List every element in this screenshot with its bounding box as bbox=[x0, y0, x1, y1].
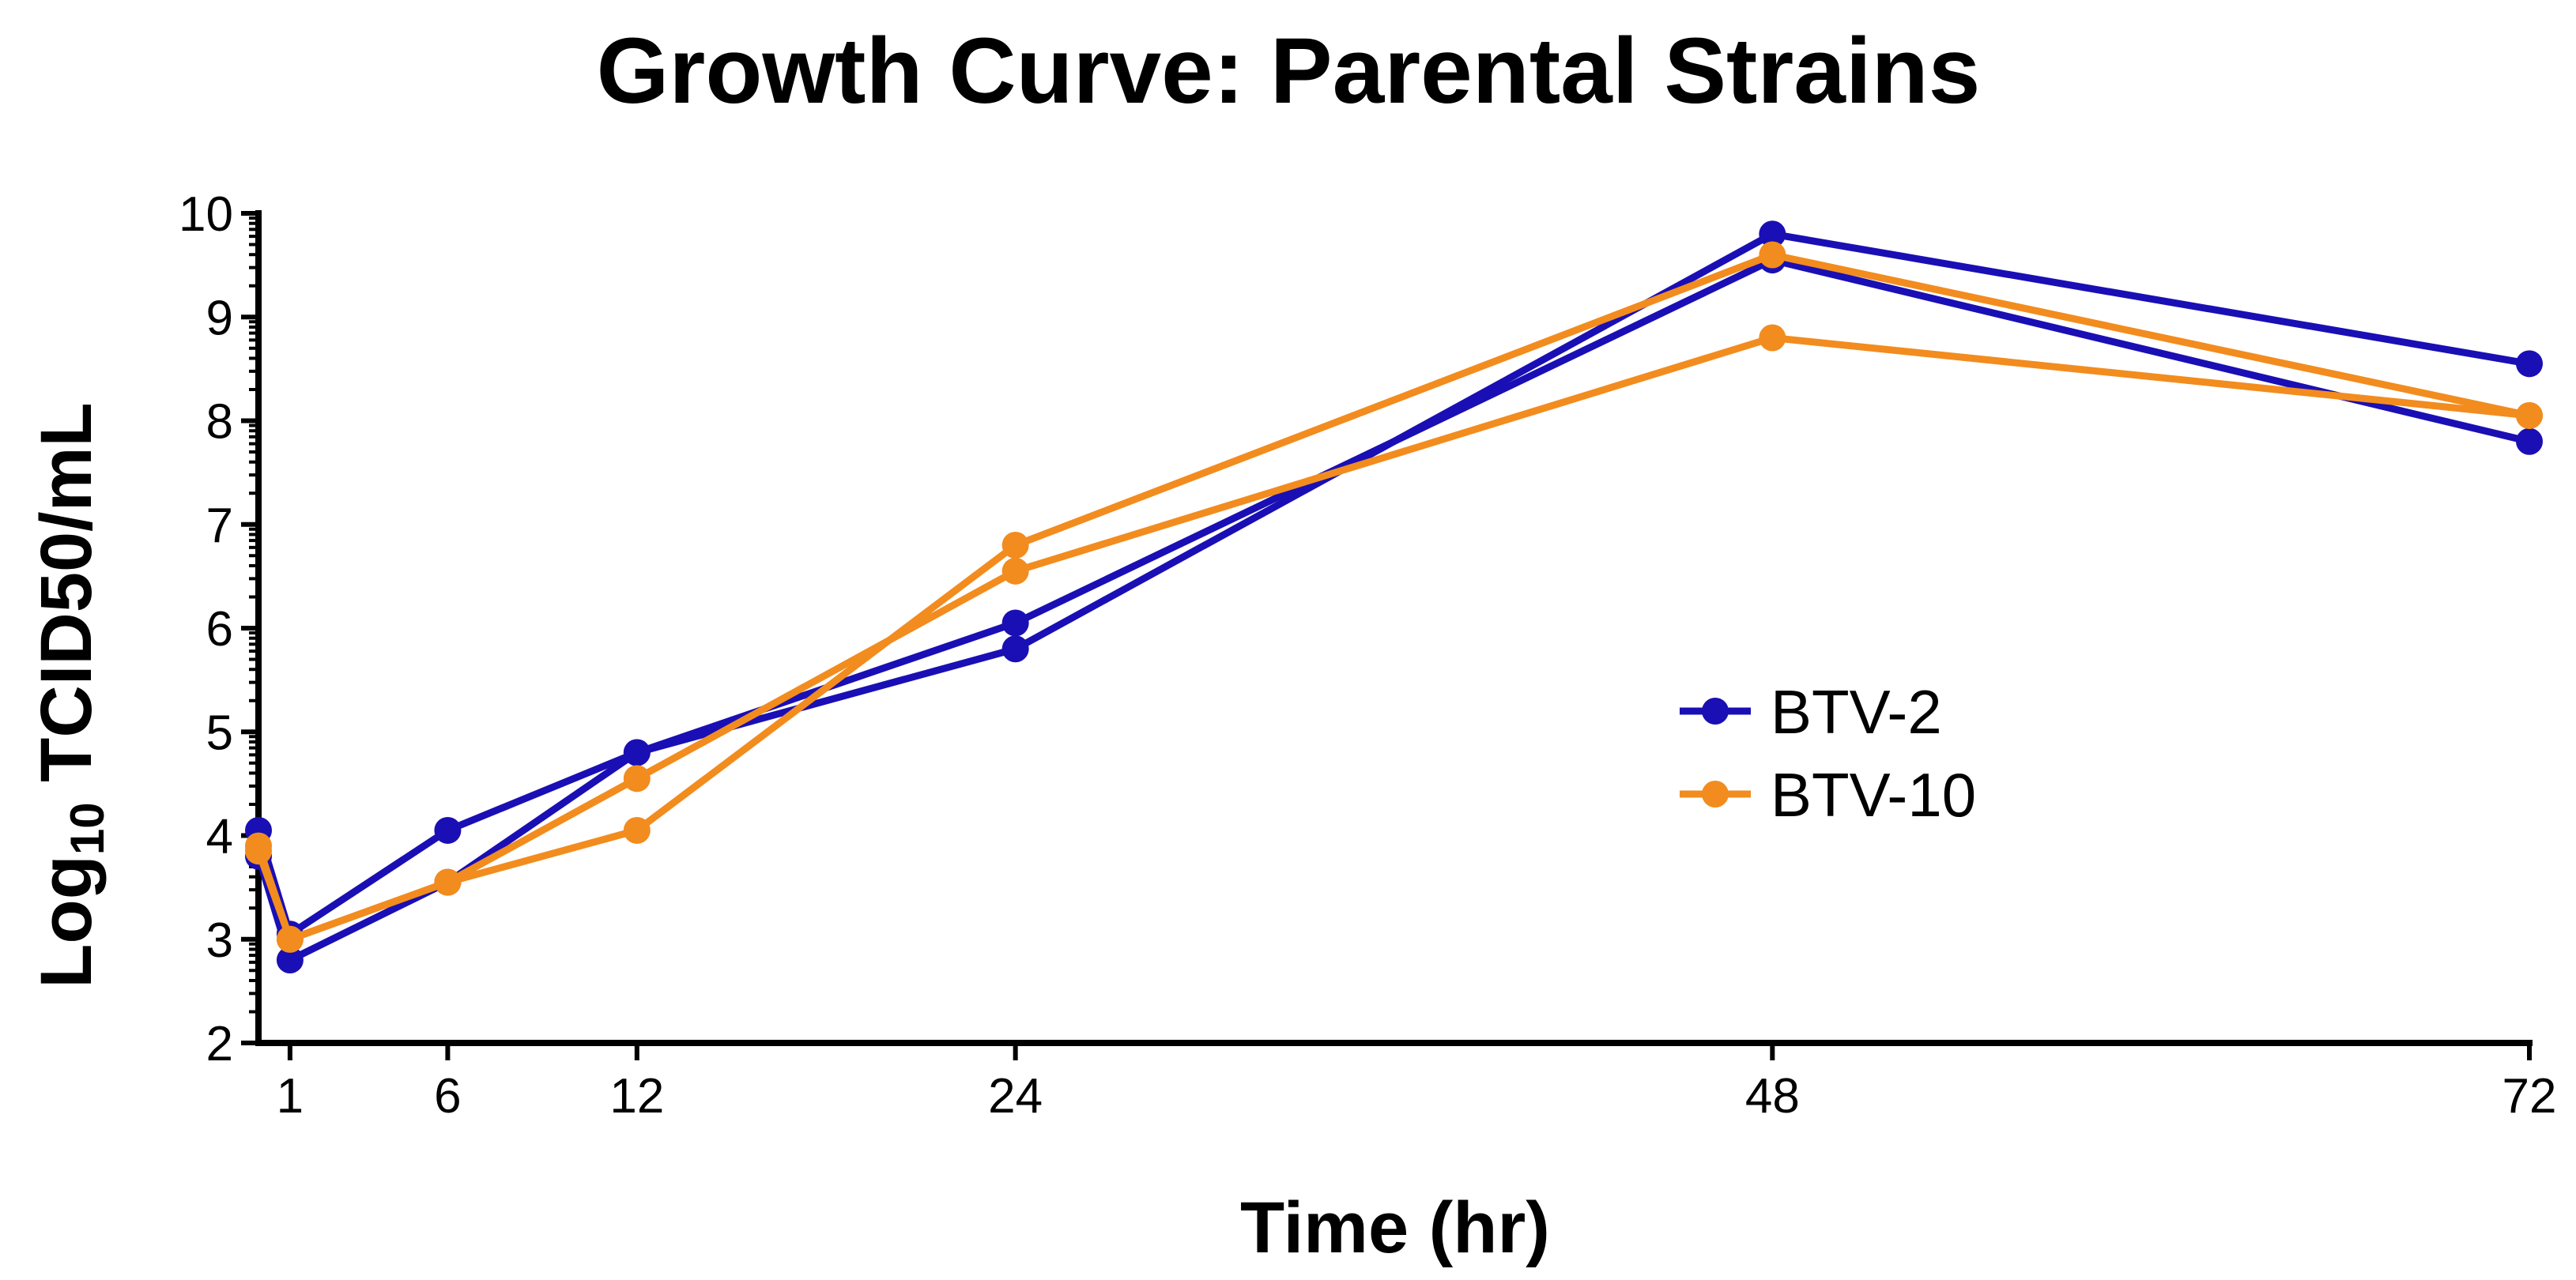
y-tick-label: 4 bbox=[206, 810, 233, 864]
y-tick-label: 10 bbox=[179, 187, 233, 242]
x-axis-label: Time (hr) bbox=[1240, 1188, 1550, 1268]
y-axis-label-rest: TCID50/mL bbox=[26, 402, 107, 802]
x-tick-label: 48 bbox=[1745, 1069, 1800, 1124]
data-point bbox=[2516, 350, 2543, 378]
data-point bbox=[276, 947, 304, 973]
data-point bbox=[1759, 220, 1786, 248]
data-point bbox=[276, 925, 304, 953]
x-tick-label: 1 bbox=[277, 1069, 304, 1124]
data-point bbox=[1759, 241, 1786, 269]
data-point bbox=[2516, 427, 2543, 455]
x-tick-label: 72 bbox=[2502, 1069, 2557, 1124]
data-point bbox=[1759, 324, 1786, 352]
legend: BTV-2 BTV-10 bbox=[1680, 677, 1976, 830]
y-tick-label: 5 bbox=[206, 706, 233, 760]
legend-swatch-marker bbox=[1702, 698, 1729, 725]
y-tick-label: 6 bbox=[206, 602, 233, 657]
y-tick-label: 3 bbox=[206, 913, 233, 968]
x-tick-label: 24 bbox=[988, 1069, 1043, 1124]
data-point bbox=[623, 765, 651, 792]
y-axis-label-subscript: 10 bbox=[61, 802, 114, 855]
data-point bbox=[1001, 557, 1029, 585]
y-tick-label: 9 bbox=[206, 291, 233, 345]
data-point bbox=[2516, 401, 2543, 429]
axes: 2 3 4 5 6 7 8 9 10 1 6 12 24 48 72 bbox=[179, 187, 2556, 1124]
x-tick-label: 12 bbox=[609, 1069, 664, 1124]
series-layer bbox=[245, 220, 2543, 973]
data-point bbox=[623, 816, 651, 844]
series-line-3 bbox=[255, 334, 2533, 943]
data-point bbox=[1001, 609, 1029, 637]
chart-title: Growth Curve: Parental Strains bbox=[597, 19, 1981, 123]
y-tick-label: 2 bbox=[206, 1017, 233, 1071]
data-point bbox=[245, 838, 272, 865]
series-line-0 bbox=[255, 230, 2533, 938]
data-point bbox=[434, 868, 462, 896]
y-tick-label: 7 bbox=[206, 499, 233, 553]
y-axis-label-main: Log bbox=[26, 855, 107, 988]
data-point bbox=[434, 816, 462, 844]
data-point bbox=[623, 739, 651, 766]
y-axis-label-group: Log10 TCID50/mL bbox=[26, 402, 114, 988]
series-line-1 bbox=[255, 256, 2533, 964]
data-point bbox=[1001, 532, 1029, 559]
legend-label: BTV-10 bbox=[1771, 760, 1976, 830]
data-point bbox=[1001, 635, 1029, 663]
legend-label: BTV-2 bbox=[1771, 677, 1942, 747]
y-axis-label: Log10 TCID50/mL bbox=[26, 402, 114, 988]
x-tick-label: 6 bbox=[434, 1069, 461, 1124]
y-tick-label: 8 bbox=[206, 395, 233, 450]
legend-swatch-marker bbox=[1702, 781, 1729, 808]
